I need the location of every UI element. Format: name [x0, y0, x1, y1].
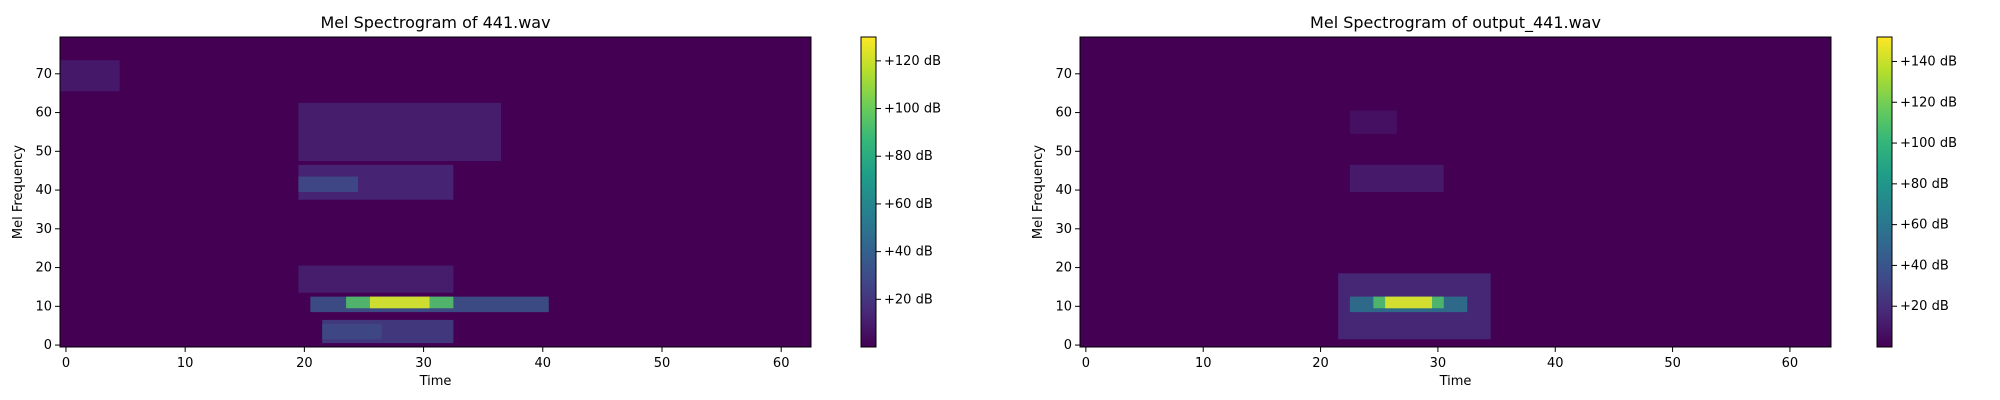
y-tick-label: 0 — [44, 338, 52, 353]
colorbar-tick-label: +80 dB — [1900, 177, 1949, 192]
y-tick-label: 70 — [35, 67, 52, 82]
chart-title: Mel Spectrogram of 441.wav — [320, 13, 550, 32]
colorbar-tick-label: +80 dB — [884, 149, 933, 164]
y-tick-label: 20 — [1055, 261, 1072, 276]
spectrogram-panel-input: 0 10 20 30 40 50 60 0 10 20 30 40 50 60 70 Mel Spectrog… — [11, 13, 941, 389]
y-tick-label: 30 — [35, 222, 52, 237]
x-tick-label: 40 — [1547, 356, 1564, 371]
y-tick-label: 40 — [35, 183, 52, 198]
colorbar-tick-label: +120 dB — [884, 54, 941, 69]
x-axis-label: Time — [1439, 374, 1472, 389]
colorbar-tick-label: +120 dB — [1900, 95, 1957, 110]
spectrogram-energy-region — [298, 176, 359, 192]
spectrogram-energy-region — [1349, 164, 1444, 192]
x-tick-label: 20 — [1312, 356, 1329, 371]
x-axis-label: Time — [419, 374, 452, 389]
x-tick-label: 50 — [654, 356, 671, 371]
x-tick-label: 60 — [1782, 356, 1799, 371]
y-axis-label: Mel Frequency — [11, 145, 26, 239]
spectrogram-chart-output: 0 10 20 30 40 50 60 0 10 20 30 40 50 60 70 Mel Spectrog… — [1031, 13, 1957, 389]
x-tick-label: 10 — [177, 356, 194, 371]
colorbar — [1876, 36, 1893, 348]
spectrogram-panel-output: 0 10 20 30 40 50 60 0 10 20 30 40 50 60 70 Mel Spectrog… — [1000, 0, 2000, 400]
y-tick-label: 60 — [1055, 106, 1072, 121]
colorbar-tick-label: +140 dB — [1900, 54, 1957, 69]
colorbar — [860, 36, 877, 348]
x-tick-label: 50 — [1664, 356, 1681, 371]
y-tick-label: 30 — [1055, 222, 1072, 237]
colorbar-tick-label: +40 dB — [1900, 258, 1949, 273]
colorbar-tick-label: +100 dB — [884, 102, 941, 117]
colorbar-tick-label: +20 dB — [884, 292, 933, 307]
y-axis-label: Mel Frequency — [1031, 145, 1046, 239]
x-tick-label: 30 — [415, 356, 432, 371]
y-tick-label: 50 — [35, 144, 52, 159]
chart-title: Mel Spectrogram of output_441.wav — [1310, 13, 1601, 33]
colorbar-tick-label: +100 dB — [1900, 136, 1957, 151]
x-tick-label: 20 — [296, 356, 313, 371]
spectrogram-energy-region — [1385, 296, 1433, 309]
y-tick-label: 70 — [1055, 67, 1072, 82]
spectrogram-energy-region — [298, 265, 454, 293]
colorbar-tick-label: +40 dB — [884, 245, 933, 260]
spectrogram-energy-region — [322, 319, 454, 344]
x-tick-label: 60 — [773, 356, 790, 371]
x-tick-label: 40 — [535, 356, 552, 371]
colorbar-tick-label: +20 dB — [1900, 299, 1949, 314]
y-tick-label: 20 — [35, 261, 52, 276]
colorbar-tick-label: +60 dB — [884, 197, 933, 212]
y-tick-label: 10 — [35, 299, 52, 314]
x-tick-label: 0 — [1082, 356, 1090, 371]
y-tick-label: 0 — [1064, 338, 1072, 353]
spectrogram-energy-region — [298, 102, 502, 161]
y-tick-label: 10 — [1055, 299, 1072, 314]
x-tick-label: 10 — [1195, 356, 1212, 371]
plot-frame — [59, 36, 812, 348]
spectrogram-energy-region — [60, 60, 120, 92]
x-tick-label: 0 — [62, 356, 70, 371]
colorbar-tick-label: +60 dB — [1900, 218, 1949, 233]
spectrogram-chart-input: 0 10 20 30 40 50 60 0 10 20 30 40 50 60 70 Mel Spectrog… — [11, 13, 941, 389]
y-tick-label: 40 — [1055, 183, 1072, 198]
y-tick-label: 50 — [1055, 144, 1072, 159]
x-tick-label: 30 — [1430, 356, 1447, 371]
plot-frame — [1079, 36, 1832, 348]
spectrogram-energy-region — [1349, 110, 1397, 134]
spectrogram-energy-region — [369, 296, 430, 309]
y-tick-label: 60 — [35, 106, 52, 121]
